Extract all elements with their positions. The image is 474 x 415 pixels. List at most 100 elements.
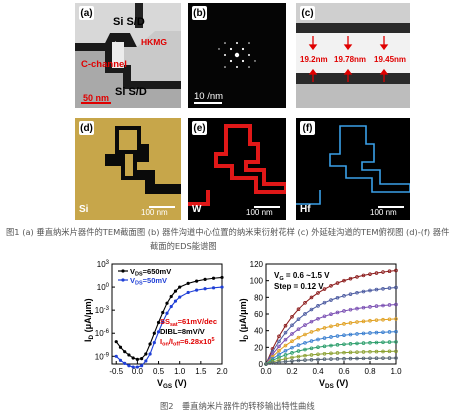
transfer-data-point (173, 299, 178, 303)
output-data-point (394, 329, 398, 334)
output-data-point (394, 285, 398, 290)
output-data-point (342, 350, 346, 355)
output-data-point (374, 287, 379, 292)
output-data-point (387, 340, 392, 344)
transfer-data-point (186, 290, 190, 295)
output-data-point (283, 348, 288, 353)
transfer-data-point (211, 276, 216, 280)
output-data-point (303, 332, 307, 337)
output-y-tick-label: 80 (254, 293, 263, 302)
output-data-point (348, 356, 353, 361)
output-data-point (342, 333, 346, 338)
output-series-line (265, 341, 397, 365)
output-data-point (374, 330, 379, 335)
panel-f-eds-hf: (f) Hf 100 nm (296, 118, 410, 220)
output-data-point (309, 353, 314, 357)
output-legend-vg: VG = 0.6 ~1.5 V (274, 271, 330, 282)
output-data-point (290, 351, 294, 355)
eds-hf-map-image (296, 118, 410, 220)
output-data-point (322, 300, 327, 305)
transfer-data-point (173, 289, 178, 293)
transfer-data-point (178, 295, 182, 299)
output-data-point (316, 304, 320, 308)
transfer-data-point (203, 287, 207, 291)
panel-a-top-sd-label: Si S/D (113, 16, 145, 28)
panel-c-measure-2: 19.78nm (334, 55, 367, 64)
transfer-data-point (156, 320, 161, 325)
panel-a-scale-label: 50 nm (83, 93, 110, 103)
output-y-tick-label: 0 (259, 360, 264, 369)
output-y-tick-label: 20 (254, 343, 263, 352)
output-data-point (361, 356, 366, 361)
output-data-point (335, 310, 340, 315)
transfer-legend-marker (121, 278, 125, 282)
output-data-point (290, 359, 294, 363)
output-data-point (381, 330, 385, 335)
output-x-tick-label: 0.0 (260, 367, 272, 376)
output-data-point (290, 355, 294, 360)
tem-cross-section-image (75, 3, 181, 108)
panel-a-channel-label: C-channel (81, 59, 127, 70)
transfer-data-point (165, 311, 169, 315)
transfer-data-point (195, 288, 199, 292)
output-series-line (265, 331, 397, 365)
transfer-data-point (220, 285, 224, 289)
output-data-point (283, 330, 288, 335)
output-data-point (277, 344, 281, 349)
output-data-point (381, 356, 385, 360)
output-data-point (374, 349, 379, 354)
output-data-point (303, 312, 307, 316)
transfer-x-tick-label: 0.5 (153, 367, 165, 376)
output-x-tick-label: 0.4 (312, 367, 324, 376)
output-data-point (374, 304, 379, 308)
output-data-point (348, 332, 353, 337)
transfer-data-point (144, 352, 148, 356)
output-data-point (329, 351, 333, 356)
transfer-data-point (152, 331, 156, 335)
output-data-point (303, 301, 307, 305)
output-y-tick-label: 40 (254, 327, 263, 336)
output-data-point (348, 292, 353, 296)
transfer-y-tick-label: 103 (97, 260, 110, 269)
output-data-point (270, 354, 275, 359)
output-data-point (329, 283, 333, 288)
transfer-legend-marker (121, 269, 125, 273)
panel-e-scale-bar (254, 206, 280, 208)
output-data-point (316, 291, 320, 295)
transfer-y-axis-label: ID (μA/μm) (83, 298, 95, 342)
output-data-point (335, 357, 340, 361)
output-data-point (342, 278, 346, 283)
output-data-point (316, 316, 320, 321)
output-data-point (296, 327, 301, 331)
output-data-point (270, 361, 275, 365)
panel-d-eds-si: (d) Si 100 nm (75, 118, 181, 220)
output-data-point (309, 295, 314, 300)
output-data-point (283, 323, 288, 328)
output-data-point (387, 286, 392, 290)
output-data-point (368, 340, 372, 345)
transfer-data-point (123, 350, 127, 354)
output-data-point (283, 359, 288, 364)
output-data-point (283, 353, 288, 357)
output-data-point (335, 281, 340, 285)
output-data-point (329, 343, 333, 348)
output-series-line (265, 269, 397, 365)
transfer-ss-annotation: SSsat=61mV/dec (160, 317, 217, 328)
output-data-point (348, 350, 353, 355)
output-data-point (394, 356, 398, 360)
output-data-point (316, 345, 320, 349)
output-y-axis-label: ID (μA/μm) (238, 298, 250, 342)
output-data-point (374, 356, 379, 361)
transfer-data-point (195, 279, 199, 283)
output-data-point (387, 317, 392, 322)
transfer-legend-label: VDS=50mV (130, 276, 167, 287)
transfer-characteristics-chart: 103 100 10-3 10-6 10-9 -0.5 0.0 0.5 1.0 1.5 2.0 VDS… (83, 260, 228, 388)
transfer-data-point (169, 304, 173, 309)
output-x-tick-label: 1.0 (390, 367, 402, 376)
output-data-point (309, 339, 314, 343)
output-data-point (296, 358, 301, 363)
output-data-point (316, 357, 320, 362)
output-data-point (381, 317, 385, 322)
output-data-point (290, 345, 294, 350)
panel-f-label: (f) (300, 121, 315, 135)
